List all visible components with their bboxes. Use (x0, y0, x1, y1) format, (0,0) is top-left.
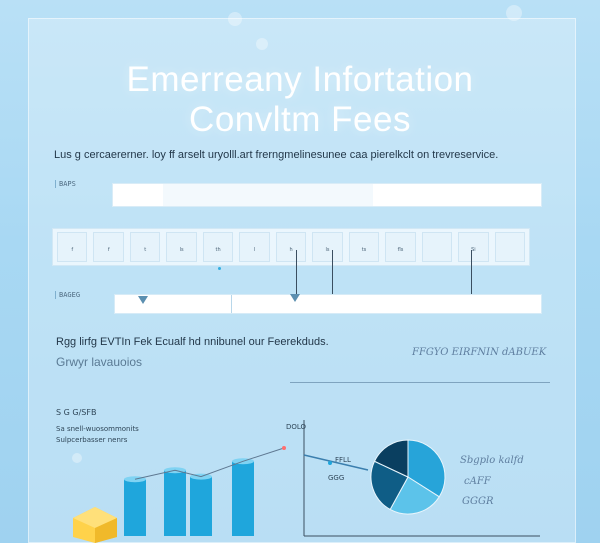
body-line-2: Grwyr lavauoios (56, 355, 143, 369)
chart-desc-2: Sulpcerbasser nenrs (56, 436, 128, 444)
divider-line (290, 382, 550, 383)
tile-label: l (253, 247, 256, 253)
tile-item[interactable]: t (129, 232, 161, 262)
bar-mark (190, 476, 212, 536)
slider-handle-icon[interactable] (138, 296, 148, 304)
chart-dot (328, 461, 332, 465)
tile-item[interactable]: Si (458, 232, 489, 262)
tile-item[interactable]: ts (348, 232, 380, 262)
tile-item[interactable]: th (202, 232, 234, 270)
tile-item[interactable]: f (57, 232, 88, 262)
pie-chart (370, 439, 446, 515)
tile-item[interactable]: f (93, 232, 124, 262)
trend-dot (282, 446, 286, 450)
bar-chart (124, 446, 286, 536)
pie-right-label-1: Sbgplo kalfd (460, 455, 524, 466)
scribble-text: FFGYO EIRFNIN dABUEK (412, 347, 547, 358)
range-slider[interactable] (114, 294, 542, 314)
chart-heading: S G G/SFB (56, 408, 97, 417)
connector-line (303, 454, 369, 471)
bubble-decoration (72, 453, 82, 463)
connector-line (296, 250, 297, 294)
section-tag-1: BAPS (55, 180, 76, 188)
tile-item[interactable]: ls (312, 232, 343, 262)
tile-dot (218, 267, 222, 270)
pie-right-label-2: cAFF (464, 476, 491, 487)
tile-label: h (289, 247, 293, 253)
bubble-decoration (228, 12, 242, 26)
page-title-line1: Emerreany Infortation (126, 60, 474, 99)
tile-item[interactable] (421, 232, 453, 262)
tile-label: f (107, 247, 110, 253)
section-tag-2: BAGEG (55, 291, 80, 299)
tile-item[interactable]: l (239, 232, 270, 262)
connector-line (471, 250, 472, 294)
bubble-decoration (506, 5, 522, 21)
chart-desc-1: Sa snell-wuosommonits (56, 425, 139, 433)
tile-item[interactable]: h (275, 232, 307, 262)
pie-slice (370, 460, 409, 511)
tile-label: th (215, 247, 221, 253)
pie-slice (389, 476, 440, 515)
pie-right-label-3: GGGR (462, 496, 494, 507)
slider-handle-icon[interactable] (290, 294, 300, 302)
tile-label: fls (397, 247, 404, 253)
tile-label: ls (179, 247, 184, 253)
chart-label-a: DOLO (286, 423, 307, 431)
tile-label: f (71, 247, 74, 253)
page-title-line2: Convltm Fees (189, 100, 411, 139)
page-frame (28, 18, 576, 543)
tile-label: ts (361, 247, 367, 253)
bar-mark (232, 461, 254, 536)
tile-strip: f f t ls th l h ls ts fls Si (52, 228, 530, 270)
slider-track (231, 295, 543, 313)
trend-line (134, 447, 285, 480)
bar-mark (124, 479, 146, 536)
body-line-1: Rgg lirfg EVTIn Fek Ecualf hd nnibunel o… (56, 336, 329, 348)
tile-item[interactable]: ls (166, 232, 197, 262)
info-bar[interactable] (112, 183, 542, 207)
bar-mark (164, 470, 186, 536)
pie-slice (373, 439, 409, 478)
info-bar-segment (163, 184, 373, 206)
bubble-decoration (256, 38, 268, 50)
tile-label: Si (471, 247, 476, 253)
tile-item[interactable]: fls (385, 232, 416, 262)
page-subtitle: Lus g cercaererner. loy ff arselt uryoll… (54, 149, 499, 161)
chart-label-b: FFLL (335, 456, 351, 464)
cube-icon (73, 507, 117, 543)
tile-label: ls (325, 247, 330, 253)
tile-label: t (144, 247, 147, 253)
tile-item[interactable] (494, 232, 526, 262)
chart-label-c: GGG (328, 474, 345, 482)
connector-line (332, 250, 333, 294)
